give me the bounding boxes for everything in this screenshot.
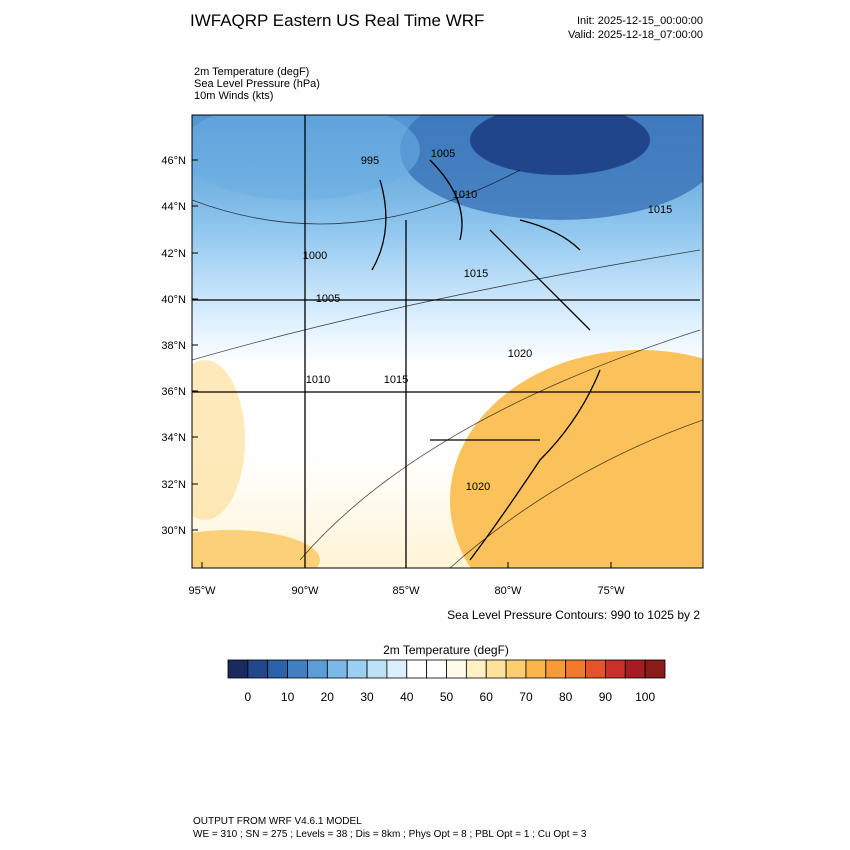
contour-label: 1020 <box>466 481 490 493</box>
colorbar-label: 90 <box>599 690 613 704</box>
lat-label: 46°N <box>161 155 186 167</box>
lat-label: 30°N <box>161 525 186 537</box>
contour-label: 995 <box>361 155 379 167</box>
lon-label: 90°W <box>291 585 319 597</box>
colorbar-label: 10 <box>281 690 295 704</box>
lat-label: 36°N <box>161 386 186 398</box>
colorbar-box <box>545 659 567 679</box>
field-label: 10m Winds (kts) <box>194 90 273 102</box>
lat-label: 40°N <box>161 294 186 306</box>
colorbar-box <box>227 659 249 679</box>
colorbar-box <box>605 659 626 679</box>
footer-line: WE = 310 ; SN = 275 ; Levels = 38 ; Dis … <box>193 829 587 840</box>
colorbar-box <box>267 659 288 679</box>
valid-time: Valid: 2025-12-18_07:00:00 <box>568 29 703 41</box>
colorbar-label: 50 <box>440 690 454 704</box>
contour-label: 1005 <box>431 148 455 160</box>
warm-gulf <box>192 530 320 568</box>
colorbar-label: 100 <box>635 690 655 704</box>
colorbar-box <box>426 659 447 679</box>
contour-label: 1020 <box>508 348 532 360</box>
field-label: Sea Level Pressure (hPa) <box>194 78 320 90</box>
colorbar-box <box>525 659 547 679</box>
contour-label: 1005 <box>316 293 340 305</box>
colorbar-label: 60 <box>480 690 494 704</box>
borders <box>192 115 700 568</box>
pressure-contours <box>192 169 703 568</box>
lon-label: 80°W <box>494 585 522 597</box>
cold-core <box>470 115 650 175</box>
lat-label: 42°N <box>161 248 186 260</box>
contour-label: 1015 <box>464 268 488 280</box>
lon-label: 85°W <box>392 585 420 597</box>
contour-label: 1010 <box>453 189 477 201</box>
colorbar-box <box>485 659 507 679</box>
colorbar-box <box>287 659 308 679</box>
colorbar-box <box>346 659 368 679</box>
colorbar-box <box>406 659 428 679</box>
contour-label: 1015 <box>648 204 672 216</box>
warm-ocean <box>450 350 703 568</box>
init-time: Init: 2025-12-15_00:00:00 <box>577 15 703 27</box>
map: 1005 995 1010 1000 1005 1015 1010 1015 1020 1020 1… <box>192 115 703 568</box>
colorbar-box <box>624 659 646 679</box>
lat-label: 38°N <box>161 340 186 352</box>
colorbar-box <box>505 659 527 679</box>
lat-label: 44°N <box>161 201 186 213</box>
colorbar-box <box>585 659 606 679</box>
warm-west <box>192 360 245 520</box>
title: IWFAQRP Eastern US Real Time WRF <box>190 11 484 30</box>
colorbar-box <box>326 659 348 679</box>
field-label: 2m Temperature (degF) <box>194 66 309 78</box>
colorbar-title: 2m Temperature (degF) <box>383 643 509 657</box>
colorbar-box <box>307 659 328 679</box>
colorbar-label: 0 <box>245 690 252 704</box>
colorbar-label: 20 <box>321 690 335 704</box>
colorbar-label: 80 <box>559 690 573 704</box>
lon-label: 95°W <box>188 585 216 597</box>
colorbar-box <box>644 659 666 679</box>
contour-label: 1015 <box>384 374 408 386</box>
contour-label: 1000 <box>303 250 327 262</box>
lat-label: 34°N <box>161 432 186 444</box>
colorbar-label: 40 <box>400 690 414 704</box>
colorbar-box <box>446 659 467 679</box>
colorbar-box <box>465 659 487 679</box>
colorbar-box <box>386 659 408 679</box>
cool-region <box>192 115 420 200</box>
colorbar-box <box>366 659 388 679</box>
colorbar-label: 30 <box>360 690 374 704</box>
colorbar-box <box>247 659 269 679</box>
lon-label: 75°W <box>597 585 625 597</box>
colorbar-box <box>565 659 586 679</box>
contour-note: Sea Level Pressure Contours: 990 to 1025… <box>447 608 700 622</box>
footer-line: OUTPUT FROM WRF V4.6.1 MODEL <box>193 816 362 827</box>
colorbar-label: 70 <box>519 690 533 704</box>
lat-label: 32°N <box>161 479 186 491</box>
contour-label: 1010 <box>306 374 330 386</box>
map-frame <box>191 114 704 569</box>
